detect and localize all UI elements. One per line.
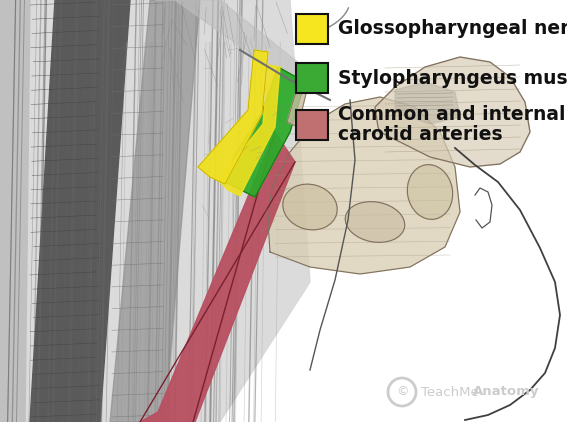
Polygon shape	[395, 82, 460, 124]
Ellipse shape	[345, 202, 405, 242]
Bar	[296, 63, 328, 93]
Ellipse shape	[407, 165, 452, 219]
Polygon shape	[268, 97, 460, 274]
Polygon shape	[287, 72, 310, 127]
Polygon shape	[375, 57, 530, 167]
Text: TeachMe: TeachMe	[421, 386, 479, 398]
Text: Glossopharyngeal nerve: Glossopharyngeal nerve	[338, 19, 567, 38]
Text: Anatomy: Anatomy	[473, 386, 539, 398]
Polygon shape	[198, 50, 268, 184]
Text: Stylopharyngeus muscle: Stylopharyngeus muscle	[338, 68, 567, 87]
Polygon shape	[0, 0, 310, 422]
Polygon shape	[110, 0, 200, 422]
Polygon shape	[225, 67, 305, 197]
Ellipse shape	[283, 184, 337, 230]
Text: carotid arteries: carotid arteries	[338, 125, 502, 144]
Text: Common and internal: Common and internal	[338, 106, 565, 124]
Polygon shape	[140, 132, 295, 422]
Polygon shape	[155, 0, 310, 82]
Polygon shape	[30, 0, 130, 422]
Polygon shape	[218, 65, 280, 196]
Text: ©: ©	[396, 386, 408, 398]
Polygon shape	[0, 0, 30, 422]
Bar	[296, 14, 328, 44]
Bar	[296, 110, 328, 140]
